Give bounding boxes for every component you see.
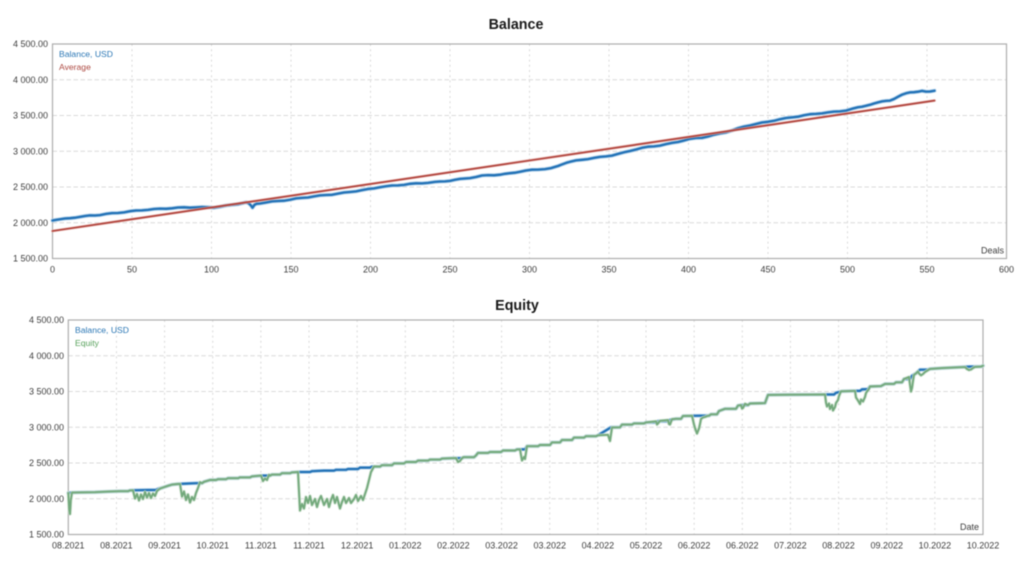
svg-text:11.2021: 11.2021 [245,541,277,551]
svg-text:Date: Date [960,522,979,532]
svg-text:08.2021: 08.2021 [100,541,133,551]
svg-text:250: 250 [442,265,457,275]
svg-text:4 000.00: 4 000.00 [29,351,64,361]
svg-text:400: 400 [681,265,696,275]
svg-text:12.2021: 12.2021 [341,541,374,551]
svg-text:2 500.00: 2 500.00 [13,182,48,192]
svg-text:08.2021: 08.2021 [52,541,85,551]
svg-text:Equity: Equity [495,298,539,314]
svg-text:2 500.00: 2 500.00 [29,458,64,468]
svg-text:11.2021: 11.2021 [293,541,325,551]
svg-text:Average: Average [59,62,91,72]
svg-text:3 000.00: 3 000.00 [13,146,48,156]
svg-text:2 000.00: 2 000.00 [13,218,48,228]
svg-text:Balance, USD: Balance, USD [75,325,129,335]
svg-text:04.2022: 04.2022 [582,541,615,551]
svg-text:600: 600 [999,265,1014,275]
svg-text:07.2022: 07.2022 [774,541,807,551]
svg-text:150: 150 [283,265,298,275]
svg-text:10.2022: 10.2022 [919,541,952,551]
svg-text:450: 450 [760,265,775,275]
svg-text:03.2022: 03.2022 [485,541,518,551]
svg-text:10.2021: 10.2021 [196,541,229,551]
svg-text:4 500.00: 4 500.00 [13,39,48,49]
svg-text:03.2022: 03.2022 [533,541,566,551]
svg-text:08.2022: 08.2022 [822,541,855,551]
svg-text:300: 300 [522,265,537,275]
svg-text:500: 500 [840,265,855,275]
svg-text:Balance, USD: Balance, USD [59,49,113,59]
svg-text:0: 0 [50,265,55,275]
svg-text:3 500.00: 3 500.00 [29,387,64,397]
svg-text:10.2022: 10.2022 [967,541,1000,551]
svg-text:2 000.00: 2 000.00 [29,494,64,504]
svg-text:100: 100 [204,265,219,275]
svg-text:Equity: Equity [75,338,100,348]
svg-text:06.2022: 06.2022 [726,541,759,551]
svg-text:50: 50 [127,265,137,275]
svg-text:4 000.00: 4 000.00 [13,75,48,85]
svg-text:09.2021: 09.2021 [148,541,181,551]
svg-text:4 500.00: 4 500.00 [29,315,64,325]
svg-text:09.2022: 09.2022 [870,541,903,551]
svg-text:Balance: Balance [489,17,544,33]
svg-text:Deals: Deals [981,246,1005,256]
svg-text:02.2022: 02.2022 [437,541,470,551]
svg-text:01.2022: 01.2022 [389,541,422,551]
svg-text:550: 550 [919,265,934,275]
svg-text:06.2022: 06.2022 [678,541,711,551]
svg-text:200: 200 [363,265,378,275]
svg-text:1 500.00: 1 500.00 [29,530,64,540]
svg-text:350: 350 [601,265,616,275]
svg-text:3 000.00: 3 000.00 [29,422,64,432]
svg-text:05.2022: 05.2022 [630,541,663,551]
svg-text:1 500.00: 1 500.00 [13,254,48,264]
svg-text:3 500.00: 3 500.00 [13,111,48,121]
